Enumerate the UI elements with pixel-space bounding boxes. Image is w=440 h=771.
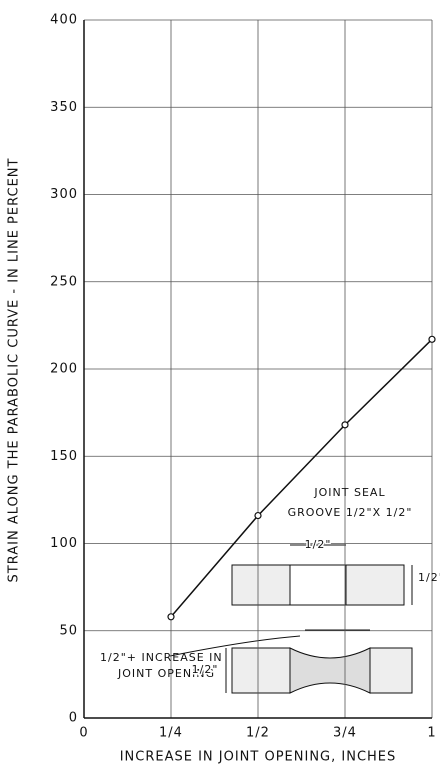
data-point (255, 513, 261, 519)
x-tick-label: 0 (79, 726, 88, 741)
y-tick-label: 50 (59, 623, 78, 638)
x-tick-label: 3/4 (333, 726, 357, 741)
y-tick-label: 250 (50, 274, 78, 289)
x-axis-label: INCREASE IN JOINT OPENING, INCHES (120, 750, 397, 765)
data-point (168, 614, 174, 620)
y-tick-label: 400 (50, 13, 78, 28)
y-tick-label: 100 (50, 536, 78, 551)
chart: INCREASE IN JOINT OPENING, INCHES STRAIN… (0, 0, 440, 771)
annotation: 1/2" (305, 538, 332, 551)
x-tick-label: 1/2 (246, 726, 270, 741)
x-tick-label: 1 (427, 726, 436, 741)
y-tick-label: 300 (50, 187, 78, 202)
y-axis-label: STRAIN ALONG THE PARABOLIC CURVE - IN LI… (7, 158, 22, 583)
annotation: 1/2" (418, 571, 440, 584)
x-tick-label: 1/4 (159, 726, 183, 741)
y-tick-label: 350 (50, 100, 78, 115)
annotation: 1/2" (192, 663, 219, 676)
y-tick-label: 200 (50, 362, 78, 377)
annotation: JOINT SEAL (313, 486, 385, 499)
data-point (429, 336, 435, 342)
y-tick-label: 0 (69, 711, 78, 726)
y-tick-label: 150 (50, 449, 78, 464)
annotation: GROOVE 1/2"X 1/2" (288, 506, 413, 519)
data-point (342, 422, 348, 428)
